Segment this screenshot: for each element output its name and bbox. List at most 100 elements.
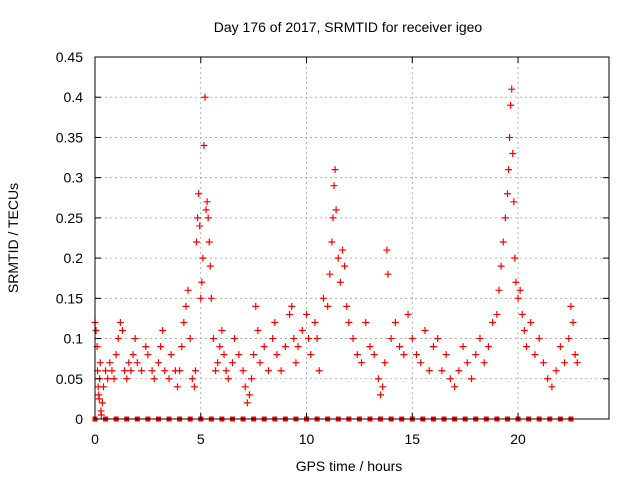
data-point [252,302,260,310]
data-point [506,133,514,141]
data-point [527,318,535,326]
data-point [92,327,100,335]
data-point [186,335,194,343]
x-tick-label: 0 [91,431,99,447]
data-point [400,351,408,359]
data-point [167,351,175,359]
data-point [148,367,156,375]
data-point [144,351,152,359]
data-point [383,246,391,254]
data-point [408,335,416,343]
data-point [182,302,190,310]
data-point [379,383,387,391]
data-point [286,310,294,318]
data-point [493,310,501,318]
data-point [173,383,181,391]
data-point [331,166,339,174]
y-tick-label: 0.45 [56,49,83,65]
data-point [203,198,211,206]
data-point [303,310,311,318]
data-point [212,367,220,375]
data-point [191,367,199,375]
x-tick-label: 10 [299,431,315,447]
data-point [531,351,539,359]
data-point [273,351,281,359]
data-point [106,359,114,367]
x-tick-label: 20 [510,431,526,447]
data-point [180,318,188,326]
data-point [518,310,526,318]
data-points [91,85,581,419]
data-point [123,375,131,383]
data-point [231,335,239,343]
data-point [176,367,184,375]
data-point [196,222,204,230]
data-point [188,375,196,383]
data-point [157,343,165,351]
data-point [110,375,118,383]
x-axis-label: GPS time / hours [296,458,403,474]
data-point [503,190,511,198]
grid-lines [95,57,609,419]
y-tick-label: 0.35 [56,129,83,145]
data-point [353,351,361,359]
data-point [97,411,105,419]
data-point [489,318,497,326]
x-tick-labels: 0 5 10 15 20 [91,431,526,447]
data-point [326,270,334,278]
data-point [118,327,126,335]
data-point [121,367,129,375]
data-point [159,327,167,335]
data-point [509,150,517,158]
data-point [505,166,513,174]
data-point [370,351,378,359]
data-point [362,318,370,326]
data-point [508,85,516,93]
data-point [377,391,385,399]
data-point [138,367,146,375]
data-point [281,343,289,351]
data-point [404,310,412,318]
data-point [129,351,137,359]
data-point [507,101,515,109]
y-tick-label: 0.15 [56,290,83,306]
data-point [384,270,392,278]
data-point [260,343,268,351]
data-point [341,262,349,270]
data-point [413,351,421,359]
data-point [476,335,484,343]
data-point [349,335,357,343]
data-point [396,343,404,351]
data-point [193,238,201,246]
data-point [338,246,346,254]
data-point [248,375,256,383]
data-point [569,318,577,326]
data-point [298,327,306,335]
data-point [480,359,488,367]
data-point [514,294,522,302]
y-tick-label: 0 [75,411,83,427]
data-point [114,335,122,343]
data-point [387,335,395,343]
data-point [95,395,103,403]
data-point [98,399,106,407]
data-point [206,262,214,270]
data-point [224,375,232,383]
y-tick-labels: 0 0.05 0.1 0.15 0.2 0.25 0.3 0.35 0.4 0.45 [56,49,83,427]
data-point [421,327,429,335]
data-point [125,359,133,367]
data-point [556,343,564,351]
data-point [565,335,573,343]
data-point [332,206,340,214]
data-point [214,359,222,367]
y-tick-label: 0.2 [64,250,84,266]
data-point [99,383,107,391]
data-point [315,367,323,375]
data-point [329,214,337,222]
data-point [523,343,531,351]
data-point [104,375,112,383]
data-point [345,318,353,326]
data-point [222,367,230,375]
x-tick-label: 15 [404,431,420,447]
